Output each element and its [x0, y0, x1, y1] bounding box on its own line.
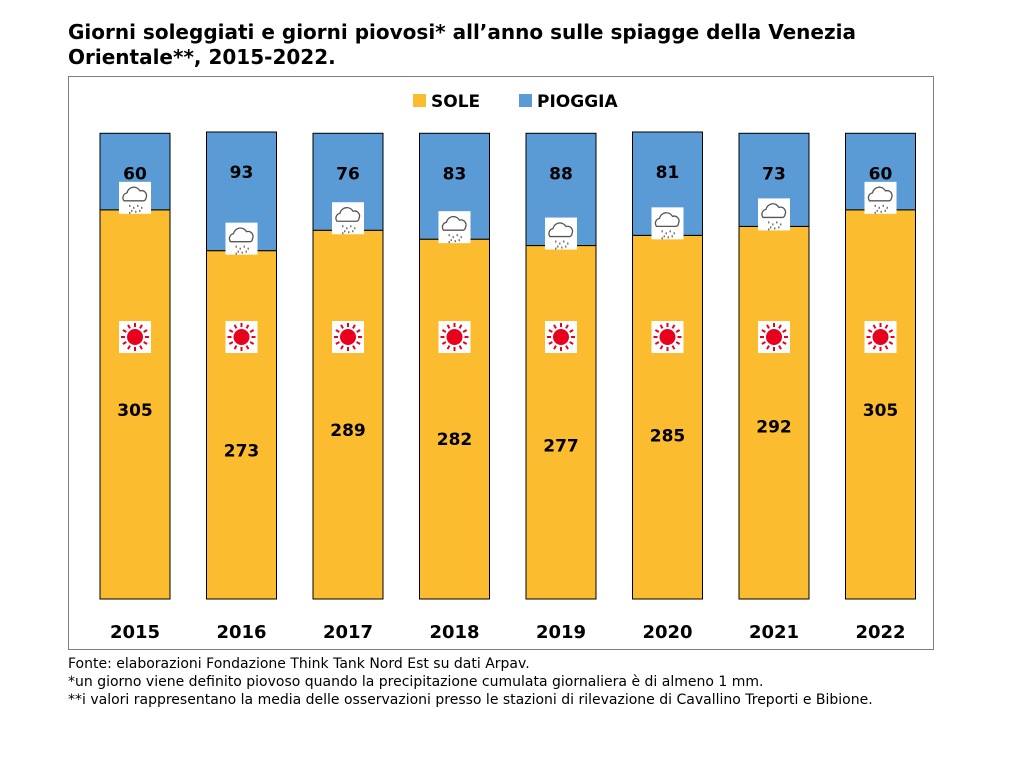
- chart-title: Giorni soleggiati e giorni piovosi* all’…: [68, 20, 856, 69]
- rain-cloud-icon: [651, 207, 684, 240]
- bars: 60 305 93 273 76 289 83 282 88 277 81 285 73 292 60 305: [99, 131, 916, 600]
- rain-cloud-icon: [225, 222, 258, 255]
- value-label-sole-2021: 292: [756, 417, 792, 437]
- value-label-pioggia-2022: 60: [869, 164, 893, 184]
- value-label-pioggia-2018: 83: [443, 164, 467, 184]
- x-tick-label-2016: 2016: [216, 622, 266, 643]
- legend-swatch-pioggia: [519, 94, 532, 107]
- bar-group-2021: 73 292: [738, 132, 810, 600]
- bar-sole-2016: [206, 250, 277, 600]
- sun-icon: [438, 321, 471, 353]
- bar-sole-2021: [738, 225, 810, 600]
- value-label-sole-2015: 305: [117, 401, 153, 421]
- value-label-sole-2018: 282: [437, 430, 473, 450]
- rain-cloud-icon: [332, 202, 364, 235]
- value-label-pioggia-2019: 88: [549, 164, 573, 184]
- rain-definition-note: *un giorno viene definito piovoso quando…: [68, 674, 764, 690]
- chart-frame: [68, 76, 934, 650]
- rain-cloud-icon: [545, 217, 577, 250]
- sun-icon: [119, 321, 151, 353]
- x-tick-label-2022: 2022: [855, 622, 905, 643]
- x-axis-labels: 2015 2016 2017 2018 2019 2020 2021 2022: [110, 622, 906, 643]
- x-tick-label-2015: 2015: [110, 622, 160, 643]
- bar-group-2020: 81 285: [632, 131, 703, 600]
- stations-note: **i valori rappresentano la media delle …: [68, 692, 873, 708]
- value-label-pioggia-2016: 93: [230, 163, 254, 183]
- bar-group-2017: 76 289: [312, 132, 384, 600]
- value-label-sole-2017: 289: [330, 421, 366, 441]
- legend-swatch-sole: [413, 94, 426, 107]
- footnotes: Fonte: elaborazioni Fondazione Think Tan…: [68, 655, 948, 709]
- value-label-sole-2019: 277: [543, 437, 579, 457]
- legend-label-pioggia: PIOGGIA: [537, 92, 618, 112]
- x-tick-label-2017: 2017: [323, 622, 373, 643]
- bar-group-2016: 93 273: [206, 131, 277, 600]
- bar-pioggia-2021: [738, 132, 810, 227]
- sun-icon: [545, 321, 577, 353]
- value-label-sole-2016: 273: [224, 442, 260, 462]
- value-label-pioggia-2017: 76: [336, 164, 360, 184]
- bar-sole-2018: [419, 238, 490, 600]
- bar-group-2022: 60 305: [845, 132, 916, 600]
- value-label-pioggia-2015: 60: [123, 164, 147, 184]
- value-label-sole-2020: 285: [650, 426, 686, 446]
- x-tick-label-2018: 2018: [429, 622, 479, 643]
- sun-icon: [864, 321, 897, 353]
- source-note: Fonte: elaborazioni Fondazione Think Tan…: [68, 656, 530, 672]
- x-tick-label-2021: 2021: [749, 622, 799, 643]
- bar-group-2019: 88 277: [525, 132, 597, 600]
- legend: SOLE PIOGGIA: [413, 92, 618, 112]
- bar-sole-2022: [845, 209, 916, 600]
- sun-icon: [225, 321, 258, 353]
- sun-icon: [758, 321, 790, 353]
- rain-cloud-icon: [438, 211, 471, 244]
- sun-icon: [651, 321, 684, 353]
- x-tick-label-2019: 2019: [536, 622, 586, 643]
- sun-icon: [332, 321, 364, 353]
- rain-cloud-icon: [119, 181, 151, 214]
- value-label-pioggia-2021: 73: [762, 164, 786, 184]
- value-label-pioggia-2020: 81: [656, 163, 680, 183]
- legend-label-sole: SOLE: [431, 92, 480, 112]
- rain-cloud-icon: [864, 181, 897, 214]
- value-label-sole-2022: 305: [863, 401, 899, 421]
- bar-sole-2020: [632, 234, 703, 600]
- bar-group-2015: 60 305: [99, 132, 171, 600]
- bar-group-2018: 83 282: [419, 132, 490, 600]
- x-tick-label-2020: 2020: [642, 622, 692, 643]
- rain-cloud-icon: [758, 198, 790, 231]
- bar-sole-2017: [312, 229, 384, 600]
- bar-sole-2019: [525, 245, 597, 600]
